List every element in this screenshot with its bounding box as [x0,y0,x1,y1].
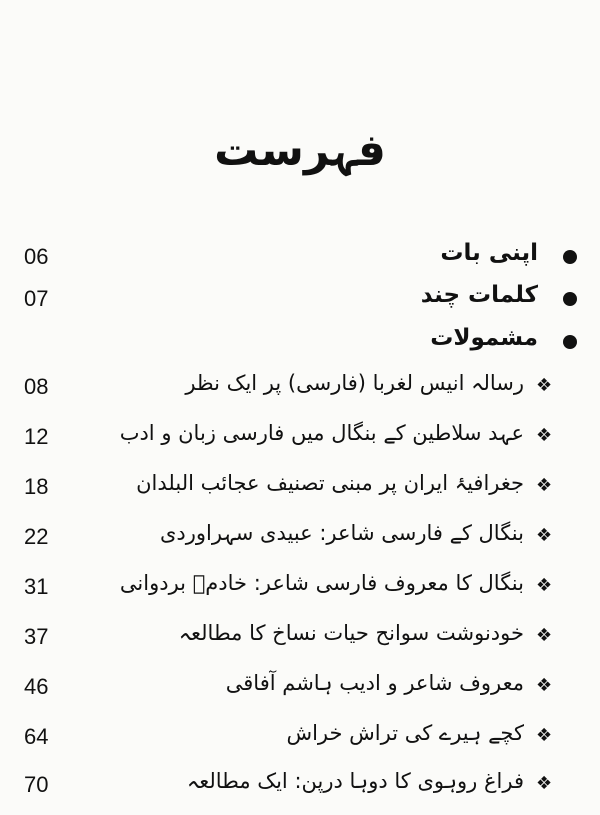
page-number: 12 [24,424,49,449]
toc-entry: 70 فراغ روہوی کا دوہا درپن: ایک مطالعہ ❖ [0,766,600,806]
toc-entry: 22 بنگال کے فارسی شاعر: عبیدی سہراوردی ❖ [0,518,600,558]
four-diamond-bullet-icon: ❖ [536,475,553,496]
toc-section: 07 کلمات چند [0,280,600,320]
section-label: مشمولات [430,325,538,351]
page-title: فہرست [214,125,386,176]
toc-section: 06 اپنی بات [0,238,600,278]
toc-entry: 18 جغرافیۂ ایران پر مبنی تصنیف عجائب الب… [0,468,600,508]
bullet-icon [563,250,577,264]
section-label: کلمات چند [420,282,538,308]
four-diamond-bullet-icon: ❖ [536,575,553,596]
toc-section: مشمولات [0,323,600,363]
entry-label: بنگال کا معروف فارسی شاعر: خادمؔ بردوانی [119,571,524,595]
page-number: 18 [24,474,49,499]
entry-label: بنگال کے فارسی شاعر: عبیدی سہراوردی [159,521,524,545]
section-label: اپنی بات [440,240,538,266]
entry-label: رسالہ انیس لغربا (فارسی) پر ایک نظر [185,371,524,395]
entry-label: خودنوشت سوانح حیات نساخ کا مطالعہ [178,621,524,645]
toc-entry: 64 کچے ہیرے کی تراش خراش ❖ [0,718,600,758]
page-number: 07 [24,286,49,311]
four-diamond-bullet-icon: ❖ [536,725,553,746]
bullet-icon [563,335,577,349]
page-number: 46 [24,674,49,699]
four-diamond-bullet-icon: ❖ [536,375,553,396]
page-number: 70 [24,772,49,797]
bullet-icon [563,292,577,306]
page-number: 06 [24,244,49,269]
four-diamond-bullet-icon: ❖ [536,675,553,696]
page-number: 08 [24,374,49,399]
entry-label: معروف شاعر و ادیب ہاشم آفاقی [225,671,524,695]
four-diamond-bullet-icon: ❖ [536,625,553,646]
entry-label: جغرافیۂ ایران پر مبنی تصنیف عجائب البلدا… [136,471,524,495]
toc-entry: 46 معروف شاعر و ادیب ہاشم آفاقی ❖ [0,668,600,708]
page-number: 22 [24,524,49,549]
entry-label: عہد سلاطین کے بنگال میں فارسی زبان و ادب [119,421,524,445]
page-number: 64 [24,724,49,749]
toc-entry: 31 بنگال کا معروف فارسی شاعر: خادمؔ بردو… [0,568,600,608]
page-number: 37 [24,624,49,649]
toc-entry: 08 رسالہ انیس لغربا (فارسی) پر ایک نظر ❖ [0,368,600,408]
four-diamond-bullet-icon: ❖ [536,525,553,546]
entry-label: کچے ہیرے کی تراش خراش [286,721,524,745]
entry-label: فراغ روہوی کا دوہا درپن: ایک مطالعہ [186,769,524,793]
four-diamond-bullet-icon: ❖ [536,773,553,794]
four-diamond-bullet-icon: ❖ [536,425,553,446]
toc-entry: 37 خودنوشت سوانح حیات نساخ کا مطالعہ ❖ [0,618,600,658]
toc-entry: 12 عہد سلاطین کے بنگال میں فارسی زبان و … [0,418,600,458]
page-number: 31 [24,574,49,599]
